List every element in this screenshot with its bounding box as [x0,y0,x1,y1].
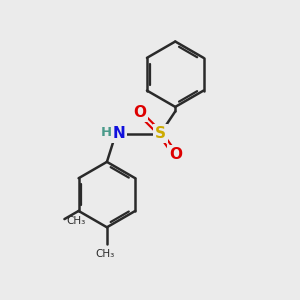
Text: O: O [169,147,182,162]
Text: CH₃: CH₃ [67,216,86,226]
Text: H: H [101,126,112,139]
Text: N: N [113,126,126,141]
Text: CH₃: CH₃ [96,249,115,259]
Text: S: S [155,126,166,141]
Text: O: O [133,105,146,120]
